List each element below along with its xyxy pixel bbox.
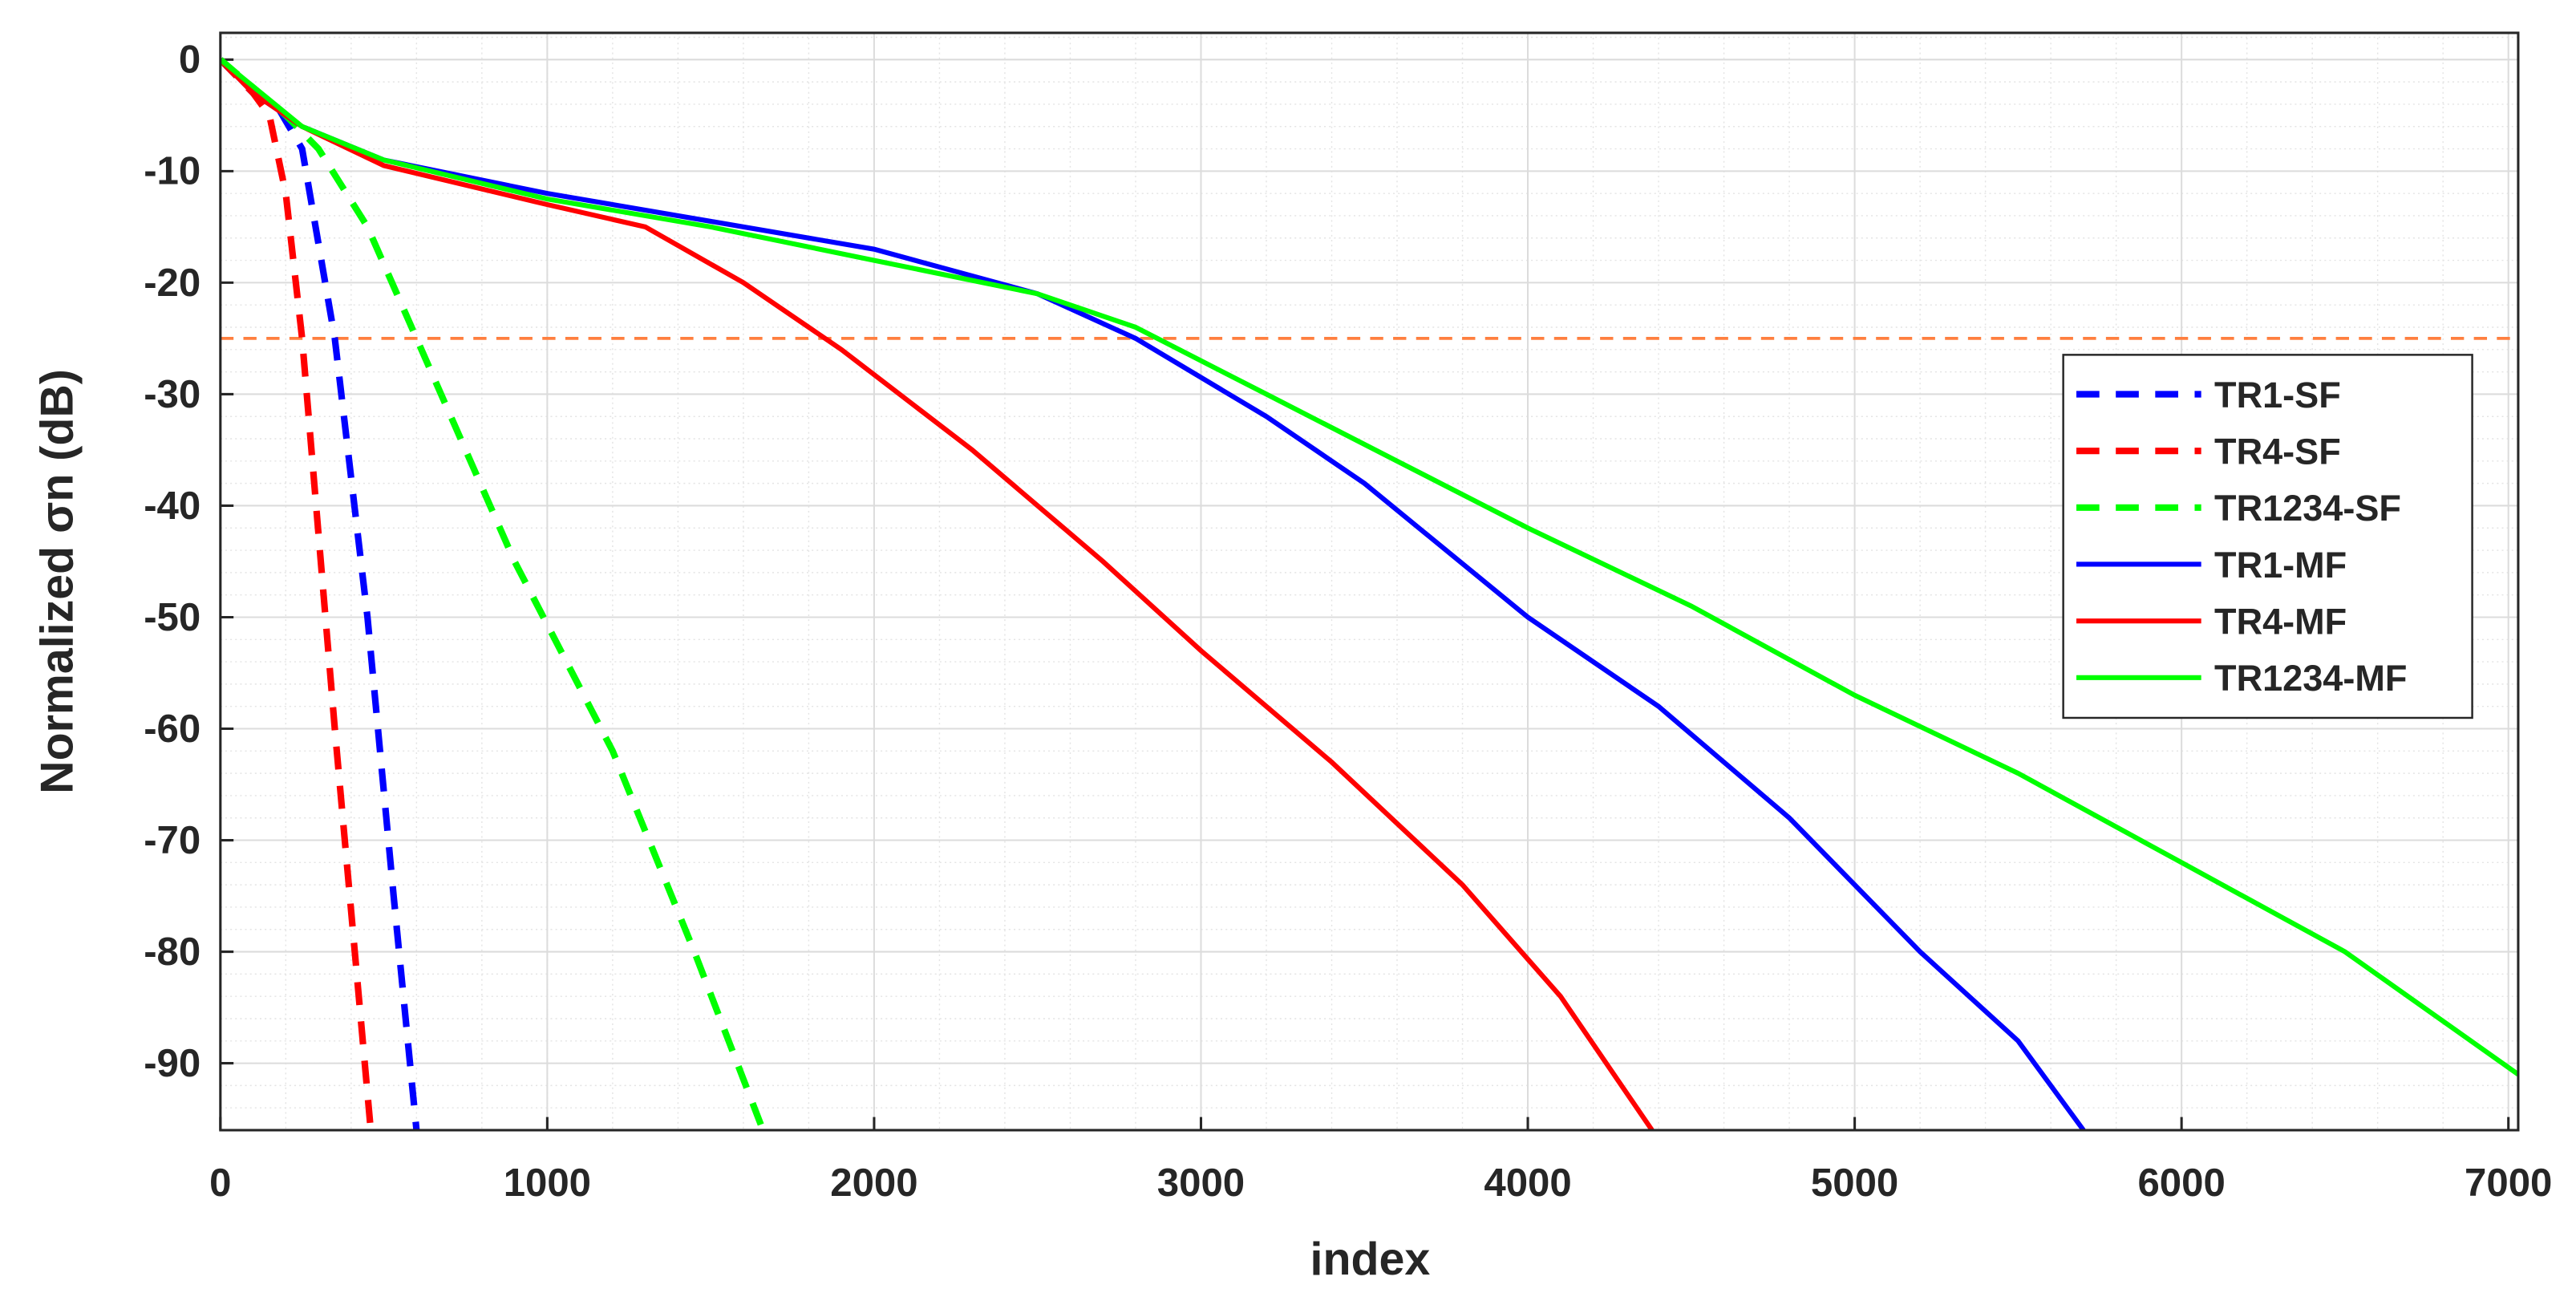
x-tick-label: 7000 — [2465, 1161, 2552, 1205]
x-tick-label: 3000 — [1157, 1161, 1245, 1205]
x-tick-label: 5000 — [1811, 1161, 1898, 1205]
x-tick-label: 0 — [209, 1161, 231, 1205]
x-tick-label: 2000 — [830, 1161, 917, 1205]
legend: TR1-SF TR4-SF TR1234-SF TR1-MF TR4-MF TR1234-… — [2062, 354, 2473, 719]
legend-label: TR1-SF — [2214, 375, 2341, 415]
y-axis-label: Normalized σn (dB) — [31, 369, 83, 794]
legend-label: TR4-SF — [2214, 432, 2341, 472]
y-tick-label: -10 — [144, 150, 200, 193]
legend-label: TR1234-MF — [2214, 658, 2407, 699]
x-tick-label: 6000 — [2137, 1161, 2225, 1205]
y-tick-label: -70 — [144, 819, 200, 862]
y-tick-label: -90 — [144, 1042, 200, 1085]
y-tick-label: -80 — [144, 930, 200, 974]
y-tick-label: -60 — [144, 707, 200, 751]
legend-box — [2062, 354, 2473, 719]
y-tick-label: -50 — [144, 596, 200, 639]
x-tick-label: 4000 — [1484, 1161, 1571, 1205]
y-tick-label: 0 — [179, 39, 200, 82]
y-tick-label: -30 — [144, 373, 200, 416]
series-line — [220, 57, 2518, 1077]
x-tick-label: 1000 — [504, 1161, 591, 1205]
plot-frame — [219, 31, 2520, 1132]
y-tick-label: -20 — [144, 261, 200, 305]
y-tick-label: -40 — [144, 484, 200, 528]
legend-label: TR4-MF — [2214, 602, 2347, 642]
legend-label: TR1-MF — [2214, 545, 2347, 586]
x-axis-label: index — [1310, 1234, 1431, 1285]
legend-label: TR1234-SF — [2214, 488, 2401, 529]
series-line — [220, 57, 767, 1131]
